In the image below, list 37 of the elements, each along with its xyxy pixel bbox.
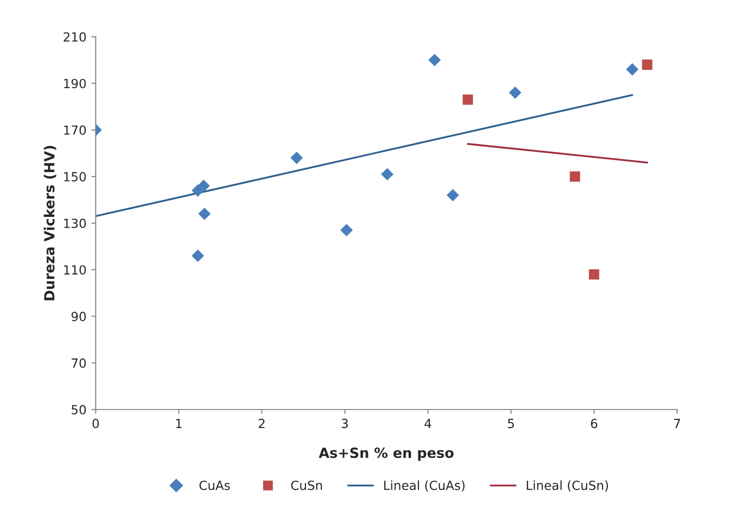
y-tick-label: 210 bbox=[64, 32, 86, 42]
x-tick-label: 4 bbox=[424, 418, 432, 428]
point bbox=[340, 224, 353, 236]
y-tick-label: 130 bbox=[64, 218, 86, 228]
y-tick-label: 190 bbox=[64, 78, 86, 88]
point bbox=[570, 171, 580, 182]
y-tick-label: 90 bbox=[72, 312, 86, 322]
y-tick-label: 50 bbox=[72, 404, 86, 414]
x-tick-label: 0 bbox=[92, 418, 99, 428]
x-axis-title: As+Sn % en peso bbox=[318, 448, 454, 461]
point bbox=[192, 250, 204, 262]
point bbox=[508, 86, 522, 99]
point bbox=[446, 188, 460, 202]
point bbox=[428, 54, 441, 66]
point bbox=[588, 269, 600, 280]
x-tick-label: 1 bbox=[176, 418, 182, 428]
y-tick-label: 170 bbox=[64, 125, 86, 135]
point bbox=[462, 94, 473, 105]
y-axis-title: Dureza Vickers (HV) bbox=[44, 146, 56, 300]
point bbox=[197, 180, 210, 192]
y-tick-label: 70 bbox=[72, 358, 86, 368]
legend-label: Lineal (CuAs) bbox=[384, 480, 465, 492]
x-tick-label: 7 bbox=[674, 418, 680, 428]
x-tick-label: 6 bbox=[590, 418, 598, 428]
point bbox=[290, 152, 303, 164]
x-tick-label: 3 bbox=[342, 418, 348, 428]
point bbox=[626, 63, 638, 76]
legend-label: CuSn bbox=[291, 480, 322, 490]
x-tick-label: 5 bbox=[508, 418, 514, 428]
y-tick-label: 110 bbox=[64, 265, 86, 275]
y-tick-label: 150 bbox=[64, 172, 86, 182]
x-tick-label: 2 bbox=[258, 418, 265, 428]
legend-label: CuAs bbox=[199, 480, 230, 490]
point bbox=[381, 168, 394, 180]
point bbox=[198, 208, 211, 220]
legend-label: Lineal (CuSn) bbox=[526, 480, 608, 492]
point bbox=[642, 60, 652, 70]
